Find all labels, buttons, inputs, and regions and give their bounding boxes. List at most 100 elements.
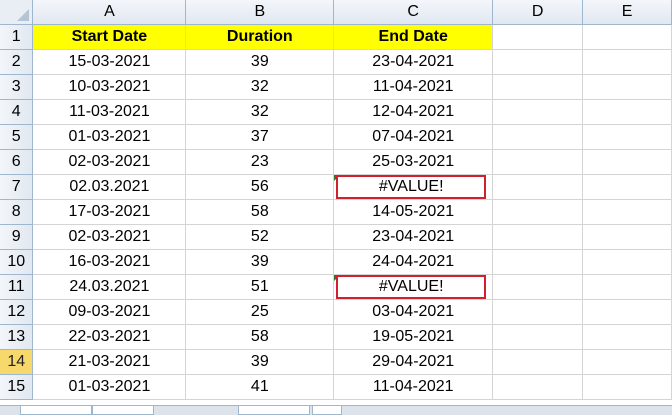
cell-empty[interactable] [492, 74, 584, 100]
cell-end-date[interactable]: 25-03-2021 [333, 149, 494, 175]
cell-empty[interactable] [492, 374, 584, 400]
table-row: 11 24.03.2021 51 #VALUE! [0, 274, 672, 300]
row-header[interactable]: 4 [0, 99, 34, 125]
cell-empty[interactable] [582, 224, 672, 250]
row-header[interactable]: 6 [0, 149, 34, 175]
cell-empty[interactable] [582, 99, 672, 125]
cell-empty[interactable] [582, 124, 672, 150]
cell-end-date-error[interactable]: #VALUE! [333, 274, 494, 300]
cell-empty[interactable] [492, 24, 584, 50]
row-header[interactable]: 3 [0, 74, 34, 100]
cell-empty[interactable] [492, 149, 584, 175]
cell-empty[interactable] [582, 74, 672, 100]
cell-start-date[interactable]: 01-03-2021 [32, 124, 187, 150]
cell-duration[interactable]: 32 [185, 74, 335, 100]
cell-empty[interactable] [492, 174, 584, 200]
cell-empty[interactable] [492, 274, 584, 300]
cell-end-date[interactable]: 23-04-2021 [333, 49, 494, 75]
cell-duration[interactable]: 39 [185, 349, 335, 375]
column-header-d[interactable]: D [492, 0, 584, 25]
cell-end-date[interactable]: 12-04-2021 [333, 99, 494, 125]
row-header[interactable]: 5 [0, 124, 34, 150]
cell-start-date[interactable]: 15-03-2021 [32, 49, 187, 75]
cell-empty[interactable] [582, 374, 672, 400]
cell-end-date[interactable]: 23-04-2021 [333, 224, 494, 250]
cell-duration[interactable]: 58 [185, 324, 335, 350]
cell-empty[interactable] [582, 299, 672, 325]
cell-start-date[interactable]: 22-03-2021 [32, 324, 187, 350]
cell-end-date[interactable]: 19-05-2021 [333, 324, 494, 350]
column-header-e[interactable]: E [582, 0, 672, 25]
column-header-c[interactable]: C [333, 0, 494, 25]
cell-start-date[interactable]: 11-03-2021 [32, 99, 187, 125]
table-row: 3 10-03-2021 32 11-04-2021 [0, 74, 672, 100]
cell-end-date[interactable]: 29-04-2021 [333, 349, 494, 375]
row-header[interactable]: 9 [0, 224, 34, 250]
column-header-b[interactable]: B [185, 0, 335, 25]
cell-empty[interactable] [582, 149, 672, 175]
row-header[interactable]: 1 [0, 24, 34, 50]
row-header[interactable]: 14 [0, 349, 34, 375]
cell-empty[interactable] [492, 199, 584, 225]
cell-end-date[interactable]: 07-04-2021 [333, 124, 494, 150]
cell-end-date-error[interactable]: #VALUE! [333, 174, 494, 200]
cell-duration[interactable]: 37 [185, 124, 335, 150]
cell-start-date[interactable]: 10-03-2021 [32, 74, 187, 100]
cell-duration[interactable]: 52 [185, 224, 335, 250]
cell-end-date-header[interactable]: End Date [333, 24, 494, 50]
row-header[interactable]: 12 [0, 299, 34, 325]
column-header-a[interactable]: A [32, 0, 187, 25]
cell-start-date[interactable]: 02-03-2021 [32, 149, 187, 175]
cell-duration-header[interactable]: Duration [185, 24, 335, 50]
cell-start-date[interactable]: 17-03-2021 [32, 199, 187, 225]
cell-start-date[interactable]: 01-03-2021 [32, 374, 187, 400]
row-header[interactable]: 13 [0, 324, 34, 350]
cell-start-date[interactable]: 21-03-2021 [32, 349, 187, 375]
cell-start-date[interactable]: 16-03-2021 [32, 249, 187, 275]
cell-empty[interactable] [492, 99, 584, 125]
cell-duration[interactable]: 39 [185, 49, 335, 75]
select-all-corner[interactable] [0, 0, 34, 25]
cell-empty[interactable] [582, 274, 672, 300]
cell-empty[interactable] [582, 174, 672, 200]
cell-empty[interactable] [492, 324, 584, 350]
table-row: 2 15-03-2021 39 23-04-2021 [0, 49, 672, 75]
cell-start-date[interactable]: 09-03-2021 [32, 299, 187, 325]
cell-end-date[interactable]: 11-04-2021 [333, 374, 494, 400]
cell-empty[interactable] [492, 124, 584, 150]
cell-empty[interactable] [492, 299, 584, 325]
cell-start-date[interactable]: 24.03.2021 [32, 274, 187, 300]
cell-start-date[interactable]: 02.03.2021 [32, 174, 187, 200]
row-header[interactable]: 11 [0, 274, 34, 300]
cell-duration[interactable]: 56 [185, 174, 335, 200]
cell-duration[interactable]: 39 [185, 249, 335, 275]
cell-end-date[interactable]: 11-04-2021 [333, 74, 494, 100]
cell-duration[interactable]: 32 [185, 99, 335, 125]
cell-empty[interactable] [492, 349, 584, 375]
table-row: 8 17-03-2021 58 14-05-2021 [0, 199, 672, 225]
cell-start-date-header[interactable]: Start Date [32, 24, 187, 50]
cell-duration[interactable]: 41 [185, 374, 335, 400]
row-header[interactable]: 7 [0, 174, 34, 200]
cell-empty[interactable] [582, 349, 672, 375]
cell-duration[interactable]: 58 [185, 199, 335, 225]
cell-empty[interactable] [582, 249, 672, 275]
row-header[interactable]: 8 [0, 199, 34, 225]
cell-end-date[interactable]: 24-04-2021 [333, 249, 494, 275]
cell-empty[interactable] [492, 224, 584, 250]
cell-empty[interactable] [582, 49, 672, 75]
cell-duration[interactable]: 51 [185, 274, 335, 300]
cell-duration[interactable]: 25 [185, 299, 335, 325]
row-header[interactable]: 15 [0, 374, 34, 400]
cell-empty[interactable] [582, 199, 672, 225]
cell-start-date[interactable]: 02-03-2021 [32, 224, 187, 250]
cell-empty[interactable] [492, 49, 584, 75]
cell-end-date[interactable]: 14-05-2021 [333, 199, 494, 225]
row-header[interactable]: 10 [0, 249, 34, 275]
row-header[interactable]: 2 [0, 49, 34, 75]
cell-end-date[interactable]: 03-04-2021 [333, 299, 494, 325]
cell-empty[interactable] [492, 249, 584, 275]
cell-duration[interactable]: 23 [185, 149, 335, 175]
cell-empty[interactable] [582, 24, 672, 50]
cell-empty[interactable] [582, 324, 672, 350]
